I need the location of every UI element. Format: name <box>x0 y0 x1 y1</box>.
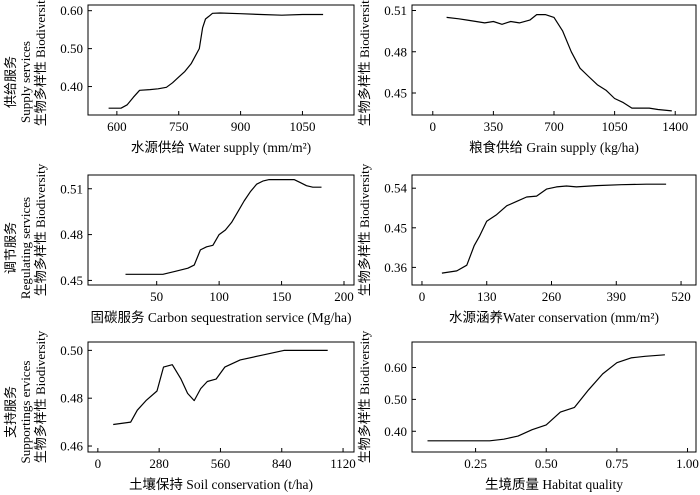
y-tick-label: 0.51 <box>384 3 407 18</box>
chart-panel-1: 600 750 900 1050 0.40 0.50 0.60 水源供给 Water supp… <box>33 0 355 155</box>
x-tick-label: 100 <box>209 289 229 304</box>
x-tick-label: 560 <box>211 456 231 471</box>
group-label-supply: 供给服务 Supply services <box>3 41 33 123</box>
x-tick-label: 280 <box>149 456 169 471</box>
x-tick-label: 840 <box>272 456 292 471</box>
x-tick-label: 0.25 <box>464 456 487 471</box>
y-tick-label: 0.40 <box>60 79 83 94</box>
y-tick-label: 0.60 <box>60 3 83 18</box>
plot-frame <box>411 4 697 116</box>
y-tick-label: 0.51 <box>60 181 83 196</box>
x-tick-label: 0.50 <box>535 456 558 471</box>
series-line <box>427 354 665 442</box>
plot-frame <box>87 174 355 286</box>
x-tick-label: 1400 <box>662 119 688 134</box>
plot-frame <box>411 174 697 286</box>
series-line <box>446 14 672 112</box>
y-tick-label: 0.46 <box>60 439 83 454</box>
group-label-cn: 调节服务 <box>3 222 18 274</box>
x-tick-label: 350 <box>484 119 504 134</box>
y-tick-label: 0.60 <box>384 360 407 375</box>
y-tick-label: 0.50 <box>60 343 83 358</box>
x-tick-label: 1050 <box>602 119 628 134</box>
y-axis-label: 生物多样性 Biodiversity <box>33 163 48 296</box>
plot-frame <box>411 341 697 453</box>
y-tick-label: 0.54 <box>384 181 407 196</box>
series-line <box>125 179 322 275</box>
x-tick-label: 0.75 <box>606 456 629 471</box>
x-tick-label: 520 <box>671 289 691 304</box>
x-tick-label: 900 <box>231 119 251 134</box>
x-tick-label: 600 <box>107 119 127 134</box>
y-axis-label: 生物多样性 Biodiversity <box>357 163 372 296</box>
chart-panel-5: 0 280 560 840 1120 0.46 0.48 0.50 土壤保持 Soil cons… <box>33 330 356 492</box>
x-tick-label: 50 <box>150 289 163 304</box>
group-label-cn: 供给服务 <box>3 56 18 108</box>
y-axis-label: 生物多样性 Biodiversity <box>33 0 48 126</box>
panels: 600 750 900 1050 0.40 0.50 0.60 水源供给 Water supp… <box>33 0 699 492</box>
x-tick-label: 750 <box>169 119 189 134</box>
y-tick-label: 0.45 <box>384 220 407 235</box>
series-line <box>113 349 328 426</box>
y-axis-label: 生物多样性 Biodiversity <box>357 330 372 463</box>
x-axis-label: 水源涵养Water conservation (mm/m²) <box>449 310 659 325</box>
x-tick-label: 150 <box>272 289 292 304</box>
group-label-cn: 支持服务 <box>3 386 18 438</box>
chart-panel-2: 0 350 700 1050 1400 0.45 0.48 0.51 粮食供给 Grain su… <box>357 0 697 155</box>
group-label-en: Supportings ervices <box>18 361 33 464</box>
y-tick-label: 0.45 <box>60 273 83 288</box>
y-tick-label: 0.48 <box>60 391 83 406</box>
group-label-regulating: 调节服务 Regulating services <box>3 197 33 299</box>
y-tick-label: 0.50 <box>384 392 407 407</box>
x-axis-label: 土壤保持 Soil conservation (t/ha) <box>129 476 313 492</box>
x-tick-label: 0 <box>430 119 437 134</box>
y-axis-label: 生物多样性 Biodiversity <box>357 0 372 126</box>
x-tick-label: 200 <box>334 289 354 304</box>
series-line <box>441 183 667 274</box>
y-axis-label: 生物多样性 Biodiversity <box>33 330 48 463</box>
plot-frame <box>87 341 355 453</box>
x-tick-label: 0 <box>95 456 102 471</box>
y-tick-label: 0.45 <box>384 86 407 101</box>
y-tick-label: 0.50 <box>60 41 83 56</box>
chart-panel-6: 0.25 0.50 0.75 1.00 0.40 0.50 0.60 生境质量 Habitat… <box>357 330 699 492</box>
y-tick-label: 0.48 <box>60 227 83 242</box>
x-axis-label: 生境质量 Habitat quality <box>485 477 623 492</box>
group-label-en: Regulating services <box>18 197 33 299</box>
x-axis-label: 水源供给 Water supply (mm/m²) <box>131 140 311 155</box>
x-axis-label: 固碳服务 Carbon sequestration service (Mg/ha… <box>91 310 352 325</box>
x-axis-label: 粮食供给 Grain supply (kg/ha) <box>469 139 639 155</box>
chart-panel-4: 0 130 260 390 520 0.36 0.45 0.54 水源涵养Water conse… <box>357 163 697 325</box>
y-tick-label: 0.48 <box>384 44 407 59</box>
plot-frame <box>87 4 355 116</box>
x-tick-label: 390 <box>607 289 627 304</box>
x-tick-label: 260 <box>542 289 562 304</box>
x-tick-label: 700 <box>544 119 564 134</box>
chart-panel-3: 50 100 150 200 0.45 0.48 0.51 固碳服务 Carbon seque… <box>33 163 355 325</box>
group-label-supporting: 支持服务 Supportings ervices <box>3 361 33 464</box>
y-tick-label: 0.40 <box>384 424 407 439</box>
group-label-en: Supply services <box>18 41 33 123</box>
x-tick-label: 0 <box>419 289 426 304</box>
x-tick-label: 1120 <box>330 456 356 471</box>
x-tick-label: 1050 <box>289 119 315 134</box>
series-line <box>108 12 324 109</box>
x-tick-label: 1.00 <box>676 456 699 471</box>
y-tick-label: 0.36 <box>384 260 407 275</box>
x-tick-label: 130 <box>477 289 497 304</box>
